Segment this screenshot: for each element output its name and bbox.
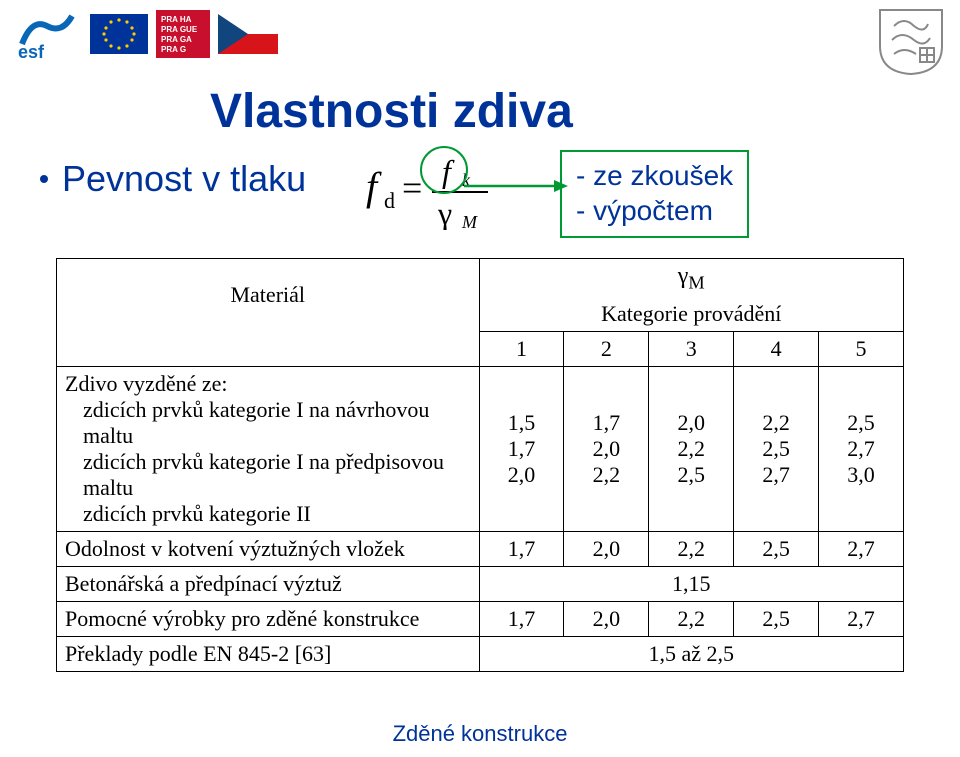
table-header-row-1: Materiál γM xyxy=(57,259,904,298)
cell: 2,0 xyxy=(564,602,649,637)
header-logos: esf PRA HA PRA GUE PRA GA PRA G xyxy=(12,8,278,60)
svg-text:PRA G: PRA G xyxy=(161,45,186,54)
val: 2,5 xyxy=(657,462,725,488)
table-row: Pomocné výrobky pro zděné konstrukce 1,7… xyxy=(57,602,904,637)
svg-text:f: f xyxy=(442,153,455,189)
svg-text:k: k xyxy=(462,170,471,190)
table-row: Překlady podle EN 845-2 [63] 1,5 až 2,5 xyxy=(57,637,904,672)
val: 1,7 xyxy=(572,410,640,436)
header-blank xyxy=(57,332,480,367)
praha-logo: PRA HA PRA GUE PRA GA PRA G xyxy=(156,10,210,58)
col-num: 3 xyxy=(649,332,734,367)
val: 2,0 xyxy=(657,410,725,436)
col-num: 5 xyxy=(819,332,904,367)
cell: 2,5 xyxy=(734,602,819,637)
cell: 2,7 xyxy=(819,532,904,567)
cell: 2,0 xyxy=(564,532,649,567)
val: 2,0 xyxy=(488,462,556,488)
source-box: - ze zkoušek - výpočtem xyxy=(560,150,749,238)
svg-text:PRA GA: PRA GA xyxy=(161,35,192,44)
coat-of-arms-icon xyxy=(874,6,948,76)
svg-text:PRA GUE: PRA GUE xyxy=(161,25,198,34)
cell: 2,2 2,5 2,7 xyxy=(734,367,819,532)
svg-text:=: = xyxy=(402,168,422,208)
bullet-icon xyxy=(40,175,48,183)
box-line-1: - ze zkoušek xyxy=(576,158,733,193)
header-gamma-sub: M xyxy=(688,272,704,292)
val: 2,7 xyxy=(742,462,810,488)
table-header-row-3: 1 2 3 4 5 xyxy=(57,332,904,367)
esf-logo: esf xyxy=(12,8,82,60)
row-label: Odolnost v kotvení výztužných vložek xyxy=(57,532,480,567)
cell-span: 1,15 xyxy=(479,567,904,602)
cell: 2,7 xyxy=(819,602,904,637)
footer-text: Zděné konstrukce xyxy=(0,721,960,747)
svg-text:esf: esf xyxy=(18,42,45,60)
row-subline: zdicích prvků kategorie I na návrhovou m… xyxy=(65,397,471,449)
cell: 2,2 xyxy=(649,602,734,637)
row-subline: zdicích prvků kategorie II xyxy=(65,501,471,527)
row-label: Betonářská a předpínací výztuž xyxy=(57,567,480,602)
svg-text:γ: γ xyxy=(437,195,452,230)
svg-text:M: M xyxy=(461,212,478,230)
header-kategorie: Kategorie provádění xyxy=(479,297,904,332)
row-label-main: Zdivo vyzděné ze: xyxy=(65,371,228,396)
row-label: Překlady podle EN 845-2 [63] xyxy=(57,637,480,672)
table-row: Zdivo vyzděné ze: zdicích prvků kategori… xyxy=(57,367,904,532)
bullet-pevnost: Pevnost v tlaku xyxy=(40,158,306,200)
svg-text:PRA HA: PRA HA xyxy=(161,15,192,24)
val: 2,2 xyxy=(742,410,810,436)
header-gamma: γM xyxy=(479,259,904,298)
slide: esf PRA HA PRA GUE PRA GA PRA G xyxy=(0,0,960,757)
cell-span: 1,5 až 2,5 xyxy=(479,637,904,672)
bullet-text: Pevnost v tlaku xyxy=(62,158,306,200)
col-num: 1 xyxy=(479,332,564,367)
cell: 1,7 xyxy=(479,602,564,637)
table-row: Betonářská a předpínací výztuž 1,15 xyxy=(57,567,904,602)
page-title: Vlastnosti zdiva xyxy=(210,84,573,139)
col-num: 4 xyxy=(734,332,819,367)
val: 2,7 xyxy=(827,436,895,462)
cell: 2,5 xyxy=(734,532,819,567)
cell: 2,2 xyxy=(649,532,734,567)
val: 2,5 xyxy=(827,410,895,436)
row-label-zdivo: Zdivo vyzděné ze: zdicích prvků kategori… xyxy=(57,367,480,532)
row-label: Pomocné výrobky pro zděné konstrukce xyxy=(57,602,480,637)
val: 3,0 xyxy=(827,462,895,488)
cell: 1,5 1,7 2,0 xyxy=(479,367,564,532)
table-row: Odolnost v kotvení výztužných vložek 1,7… xyxy=(57,532,904,567)
gamma-table: Materiál γM Kategorie provádění 1 2 3 4 … xyxy=(56,258,904,672)
col-num: 2 xyxy=(564,332,649,367)
val: 2,5 xyxy=(742,436,810,462)
val: 2,2 xyxy=(657,436,725,462)
eu-flag-icon xyxy=(90,14,148,54)
table: Materiál γM Kategorie provádění 1 2 3 4 … xyxy=(56,258,904,672)
header-gamma-symbol: γ xyxy=(678,263,689,289)
svg-text:d: d xyxy=(384,188,395,213)
header-material: Materiál xyxy=(57,259,480,332)
formula: f d = f k γ M xyxy=(360,150,560,230)
val: 2,2 xyxy=(572,462,640,488)
val: 1,7 xyxy=(488,436,556,462)
val: 1,5 xyxy=(488,410,556,436)
row-subline: zdicích prvků kategorie I na předpisovou… xyxy=(65,449,471,501)
cell: 1,7 xyxy=(479,532,564,567)
svg-text:f: f xyxy=(366,164,382,209)
box-line-2: - výpočtem xyxy=(576,193,733,228)
czech-flag-icon xyxy=(218,14,278,54)
val: 2,0 xyxy=(572,436,640,462)
cell: 2,5 2,7 3,0 xyxy=(819,367,904,532)
cell: 1,7 2,0 2,2 xyxy=(564,367,649,532)
cell: 2,0 2,2 2,5 xyxy=(649,367,734,532)
